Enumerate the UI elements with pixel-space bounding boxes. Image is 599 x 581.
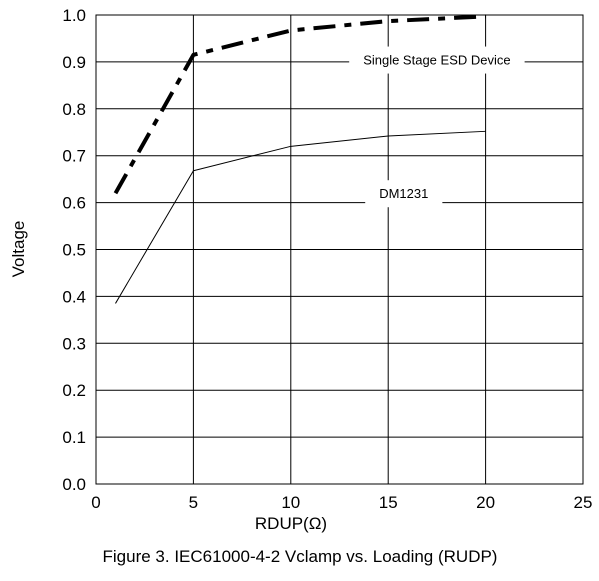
x-axis-title: RDUP(Ω): [255, 514, 327, 533]
x-axis-ticks: 0 5 10 15 20 25: [91, 493, 592, 512]
y-tick-label: 1.0: [62, 6, 86, 25]
series-labels: Single Stage ESD Device DM1231: [349, 46, 525, 208]
y-tick-label: 0.1: [62, 428, 86, 447]
series-label-single-stage-esd-device: Single Stage ESD Device: [349, 46, 525, 74]
x-tick-label: 0: [91, 493, 100, 512]
grid-lines: [95, 14, 584, 485]
y-tick-label: 0.3: [62, 334, 86, 353]
x-tick-label: 15: [379, 493, 398, 512]
y-tick-label: 0.7: [62, 147, 86, 166]
series-line-single-stage-esd-device: [113, 14, 486, 195]
series-label-background: [349, 46, 525, 74]
y-tick-label: 0.6: [62, 194, 86, 213]
x-tick-label: 10: [281, 493, 300, 512]
y-axis-ticks: 0.0 0.1 0.2 0.3 0.4 0.5 0.6 0.7 0.8 0.9 1.0: [62, 6, 86, 494]
y-tick-label: 0.8: [62, 100, 86, 119]
y-tick-label: 0.0: [62, 475, 86, 494]
y-tick-label: 0.2: [62, 381, 86, 400]
series-label-dm1231: DM1231: [365, 180, 443, 208]
y-axis-title: Voltage: [9, 221, 28, 278]
figure-caption: Figure 3. IEC61000-4-2 Vclamp vs. Loadin…: [103, 547, 498, 566]
plot-frame: [95, 14, 584, 485]
y-tick-label: 0.4: [62, 287, 86, 306]
series-label-background: [365, 180, 443, 208]
series-line-dm1231: [115, 130, 486, 304]
y-tick-label: 0.5: [62, 241, 86, 260]
series-label-text: DM1231: [379, 186, 428, 201]
series-lines: [113, 14, 486, 304]
x-tick-label: 5: [189, 493, 198, 512]
x-tick-label: 20: [476, 493, 495, 512]
y-tick-label: 0.9: [62, 53, 86, 72]
x-tick-label: 25: [574, 493, 593, 512]
series-label-text: Single Stage ESD Device: [363, 53, 510, 68]
